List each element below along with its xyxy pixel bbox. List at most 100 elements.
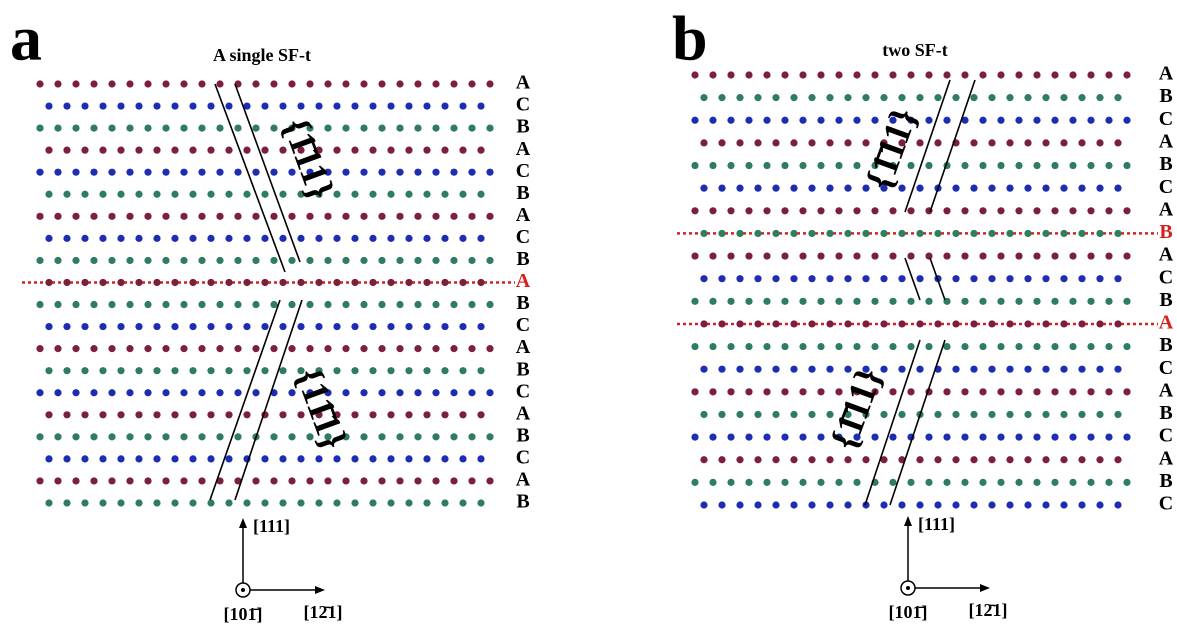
atom	[99, 278, 107, 287]
atom	[369, 190, 377, 198]
atom	[1006, 184, 1014, 192]
atom	[835, 207, 843, 215]
atom	[898, 229, 906, 238]
atom	[333, 455, 341, 463]
atom	[324, 168, 332, 176]
atom	[351, 455, 359, 463]
atom	[691, 252, 699, 260]
atom	[970, 184, 978, 192]
layer-letter: C	[1159, 176, 1173, 198]
atom	[1078, 365, 1086, 373]
atom	[225, 455, 233, 463]
atom	[898, 275, 906, 283]
atom	[351, 278, 359, 287]
atom	[198, 168, 206, 176]
atom	[790, 229, 798, 238]
atom	[1114, 184, 1122, 192]
atom	[180, 168, 188, 176]
atom	[108, 433, 116, 441]
atom	[279, 455, 287, 463]
atom	[108, 389, 116, 397]
atom	[1042, 275, 1050, 283]
atom	[1078, 410, 1086, 419]
atom	[754, 320, 762, 328]
atom	[333, 190, 341, 198]
atom	[225, 190, 233, 198]
atom	[1087, 161, 1095, 170]
atom	[108, 212, 116, 220]
atom	[162, 433, 170, 441]
atom	[378, 80, 386, 88]
layer-letter: B	[1159, 402, 1172, 424]
atom	[414, 80, 422, 88]
atom	[144, 477, 152, 485]
atom	[270, 345, 278, 353]
atom	[745, 116, 753, 124]
atom	[315, 367, 323, 375]
atom	[297, 455, 305, 463]
atom	[952, 94, 960, 102]
atom	[718, 139, 726, 147]
atom	[315, 234, 323, 242]
atom	[198, 389, 206, 397]
atom	[1015, 388, 1023, 396]
atom	[970, 275, 978, 283]
atom	[943, 433, 951, 441]
atom	[691, 161, 699, 170]
atom	[216, 433, 224, 441]
atom	[387, 190, 395, 198]
atom	[171, 278, 179, 287]
atom	[1069, 161, 1077, 170]
atom	[45, 322, 53, 331]
atom	[81, 322, 89, 331]
atom	[207, 499, 215, 507]
atom	[808, 229, 816, 238]
atom	[1042, 184, 1050, 192]
atom	[763, 252, 771, 260]
atom	[1042, 139, 1050, 147]
atom	[952, 229, 960, 238]
atom	[162, 80, 170, 88]
atom	[862, 365, 870, 373]
atom	[727, 207, 735, 215]
atom	[1105, 71, 1113, 79]
atom	[925, 116, 933, 124]
atom	[261, 322, 269, 331]
atom	[72, 300, 80, 309]
atom	[432, 168, 440, 176]
out-of-plane-dot	[241, 588, 245, 592]
atom	[844, 184, 852, 192]
atom	[979, 207, 987, 215]
atom	[387, 102, 395, 110]
atom	[108, 168, 116, 176]
atom	[1033, 207, 1041, 215]
atom	[889, 116, 897, 124]
atom	[799, 252, 807, 260]
atom	[450, 256, 458, 265]
twin-boundary	[864, 339, 921, 506]
atom	[81, 234, 89, 242]
atom	[333, 278, 341, 287]
atom	[1114, 501, 1122, 509]
atom	[486, 477, 494, 485]
atom	[862, 229, 870, 238]
atom	[198, 345, 206, 353]
atom	[378, 256, 386, 265]
atom	[700, 184, 708, 192]
atom	[234, 212, 242, 220]
atom	[162, 300, 170, 309]
atom	[441, 322, 449, 331]
atom	[790, 94, 798, 102]
atom	[450, 168, 458, 176]
atom	[727, 478, 735, 486]
atom	[261, 146, 269, 154]
atom	[279, 411, 287, 419]
atom	[979, 116, 987, 124]
atom	[180, 345, 188, 353]
atom	[961, 207, 969, 215]
atom	[270, 477, 278, 485]
atom	[315, 322, 323, 331]
atom	[432, 345, 440, 353]
atom	[799, 433, 807, 441]
atom	[1042, 365, 1050, 373]
